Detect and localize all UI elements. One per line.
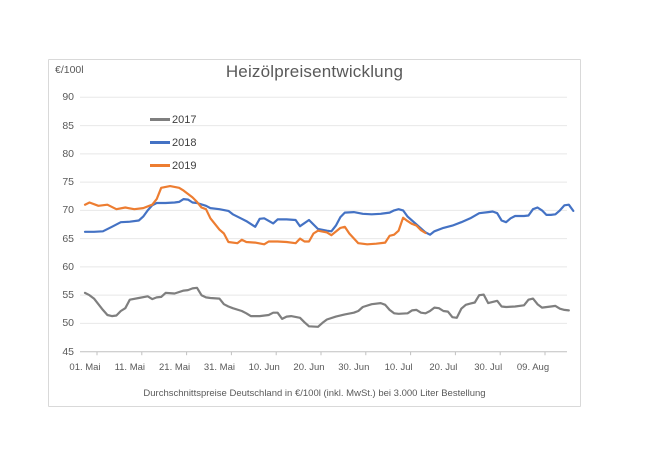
y-tick-label-45: 45: [62, 345, 74, 358]
legend-marker-2018: [150, 141, 170, 144]
y-tick-label-50: 50: [62, 317, 74, 330]
series-line-2019: [83, 185, 427, 246]
y-axis-unit-label: €/100l: [55, 64, 84, 76]
legend-marker-2019: [150, 164, 170, 167]
y-tick-label-60: 60: [62, 260, 74, 273]
legend-item-2017: 2017: [150, 108, 196, 131]
chart-title: Heizölpreisentwicklung: [225, 62, 404, 81]
x-tick-label-1: 11. Mai: [114, 362, 146, 373]
series-line-2018: [83, 198, 575, 236]
x-tick-label-10: 09. Aug: [516, 362, 550, 373]
y-tick-label-80: 80: [62, 147, 74, 160]
legend-label-2017: 2017: [172, 113, 197, 126]
y-tick-label-75: 75: [62, 176, 74, 189]
x-tick-label-0: 01. Mai: [69, 362, 101, 373]
x-tick-label-4: 10. Jun: [248, 362, 280, 373]
x-tick-label-8: 20. Jul: [429, 362, 458, 373]
y-tick-label-65: 65: [62, 232, 74, 245]
y-tick-label-85: 85: [62, 119, 74, 132]
legend-item-2019: 2019: [150, 154, 196, 177]
legend-label-2019: 2019: [172, 159, 197, 172]
x-tick-label-7: 10. Jul: [384, 362, 413, 373]
series-line-2017: [83, 286, 570, 328]
x-tick-label-5: 20. Jun: [293, 362, 325, 373]
x-tick-label-2: 21. Mai: [159, 362, 191, 373]
legend-item-2018: 2018: [150, 131, 196, 154]
x-tick-label-9: 30. Jul: [474, 362, 503, 373]
legend-marker-2017: [150, 118, 170, 121]
chart-caption: Durchschnittspreise Deutschland in €/100…: [143, 388, 486, 399]
legend-label-2018: 2018: [172, 136, 197, 149]
y-tick-label-55: 55: [62, 289, 74, 302]
x-tick-label-3: 31. Mai: [203, 362, 235, 373]
y-tick-label-70: 70: [62, 204, 74, 217]
y-tick-label-90: 90: [62, 91, 74, 104]
x-tick-label-6: 30. Jun: [338, 362, 370, 373]
legend: 2017 2018 2019: [150, 108, 196, 177]
